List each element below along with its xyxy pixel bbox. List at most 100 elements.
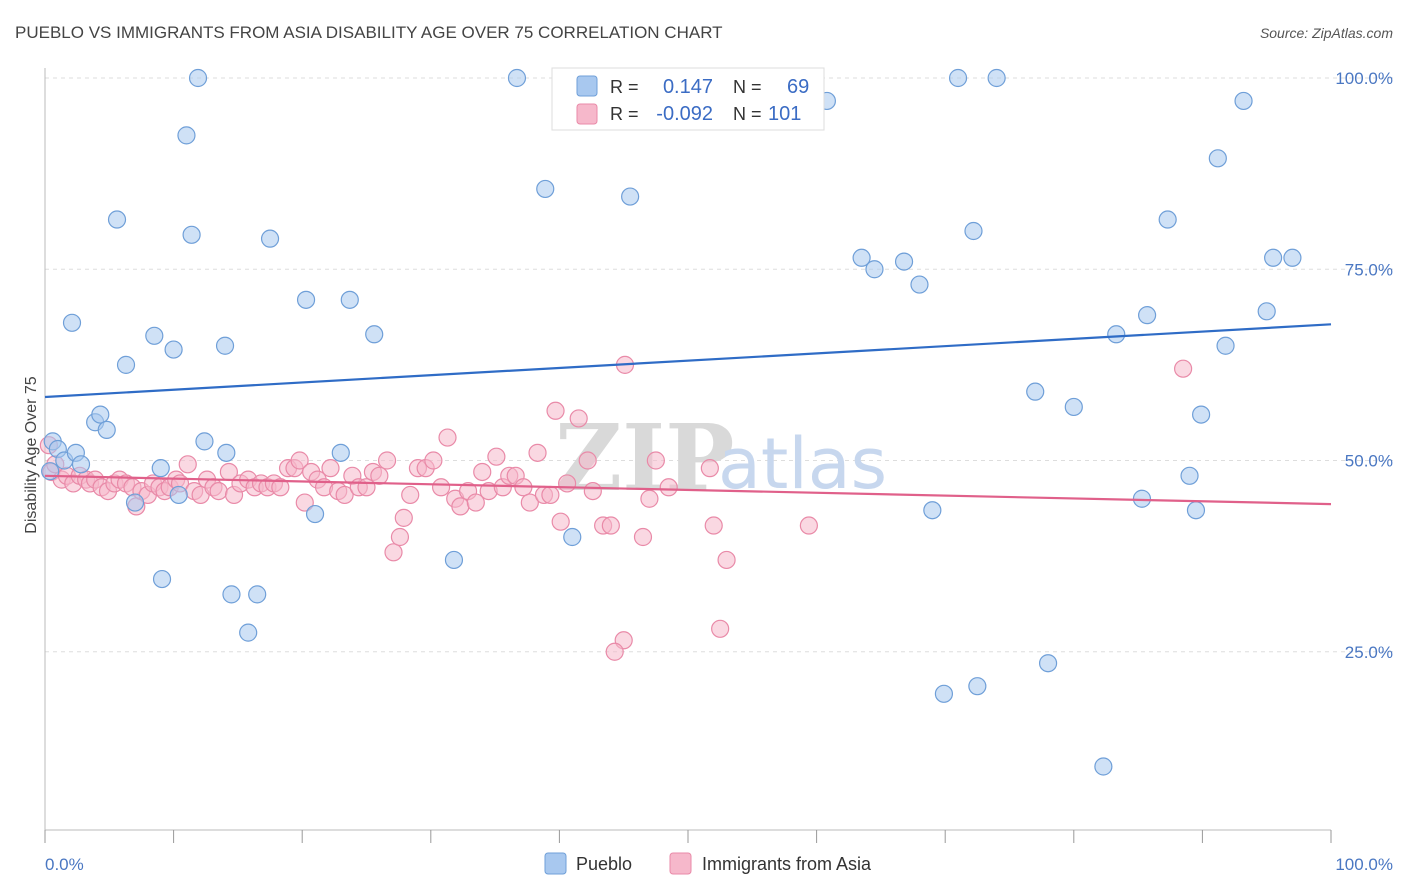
- pueblo-point: [195, 432, 214, 451]
- chart-title: PUEBLO VS IMMIGRANTS FROM ASIA DISABILIT…: [15, 23, 723, 42]
- legend-pueblo-swatch: [544, 852, 567, 875]
- asia-point: [633, 527, 653, 547]
- asia-point: [390, 527, 410, 547]
- pueblo-point: [296, 290, 316, 309]
- pueblo-point: [125, 493, 145, 512]
- asia-trend-line: [44, 474, 1332, 506]
- pueblo-point: [152, 569, 172, 589]
- y-axis-label: Disability Age Over 75: [23, 376, 40, 534]
- asia-point: [424, 451, 443, 470]
- asia-point: [451, 497, 470, 516]
- stats-pueblo-r-label: R =: [610, 77, 639, 97]
- pueblo-point: [177, 126, 196, 145]
- y-tick-labels: 25.0% 50.0% 75.0% 100.0%: [1335, 69, 1393, 662]
- pueblo-point: [894, 252, 914, 271]
- pueblo-point: [852, 248, 871, 267]
- pueblo-point: [1216, 336, 1235, 355]
- pueblo-point: [145, 326, 164, 345]
- asia-point: [438, 428, 457, 447]
- asia-point: [487, 447, 506, 466]
- pueblo-point: [151, 459, 170, 478]
- pueblo-point: [188, 68, 208, 88]
- pueblo-point: [1283, 248, 1302, 267]
- pueblo-point: [1257, 302, 1276, 321]
- pueblo-point: [621, 187, 640, 206]
- stats-pueblo-n-value: 69: [787, 76, 809, 98]
- stats-asia-n-value: 101: [768, 103, 801, 125]
- asia-point: [711, 619, 730, 638]
- y-tick-label: 100.0%: [1335, 69, 1393, 88]
- pueblo-point: [164, 340, 183, 359]
- stats-pueblo-n-label: N =: [733, 77, 762, 97]
- stats-asia-n-label: N =: [733, 104, 762, 124]
- pueblo-point: [1158, 210, 1177, 229]
- pueblo-point: [563, 527, 582, 547]
- asia-point: [335, 485, 354, 505]
- pueblo-point: [1038, 654, 1058, 673]
- pueblo-point: [331, 443, 350, 462]
- pueblo-point: [1208, 149, 1227, 168]
- asia-point: [431, 478, 451, 497]
- y-tick-label: 75.0%: [1345, 260, 1393, 279]
- pueblo-point: [365, 325, 384, 344]
- legend-asia-label: Immigrants from Asia: [702, 854, 872, 874]
- trend-lines: [44, 323, 1332, 506]
- pueblo-point: [222, 585, 241, 604]
- asia-point: [1174, 359, 1193, 378]
- pueblo-point: [934, 684, 954, 703]
- stats-asia-r-label: R =: [610, 104, 639, 124]
- pueblo-point: [169, 485, 188, 505]
- pueblo-point: [987, 68, 1006, 88]
- pueblo-point: [536, 179, 555, 199]
- asia-point: [551, 512, 570, 531]
- asia-point: [271, 478, 290, 497]
- stats-pueblo-swatch: [576, 75, 598, 97]
- asia-point: [321, 459, 340, 478]
- pueblo-point: [1186, 501, 1206, 520]
- pueblo-point: [91, 405, 110, 424]
- asia-point: [290, 451, 309, 470]
- asia-point: [601, 516, 620, 535]
- pueblo-point: [41, 462, 60, 481]
- stats-pueblo-r-value: 0.147: [663, 76, 713, 98]
- pueblo-point: [340, 290, 359, 309]
- asia-point: [178, 455, 197, 474]
- pueblo-point: [1026, 382, 1045, 401]
- asia-point: [520, 493, 539, 512]
- asia-point: [799, 516, 818, 535]
- asia-point: [473, 462, 492, 482]
- pueblo-point: [116, 355, 136, 374]
- pueblo-point: [1138, 306, 1157, 325]
- x-tick-label-min: 0.0%: [45, 855, 84, 874]
- asia-point: [528, 443, 547, 462]
- pueblo-point: [948, 68, 968, 88]
- asia-point: [377, 451, 397, 470]
- pueblo-point: [1107, 325, 1126, 344]
- legend-asia-swatch: [669, 852, 692, 875]
- asia-point: [558, 474, 577, 493]
- asia-point: [209, 482, 228, 501]
- asia-point: [704, 516, 723, 535]
- pueblo-point: [910, 275, 929, 294]
- pueblo-point: [71, 455, 91, 474]
- pueblo-point: [1094, 757, 1113, 776]
- pueblo-point: [1234, 91, 1253, 111]
- pueblo-point: [182, 225, 201, 244]
- pueblo-point: [507, 68, 527, 88]
- stats-asia-r-value: -0.092: [656, 103, 713, 125]
- x-tick-label-max: 100.0%: [1335, 855, 1393, 874]
- asia-point: [700, 459, 719, 478]
- asia-point: [384, 543, 403, 562]
- pueblo-point: [1192, 405, 1211, 424]
- pueblo-point: [260, 229, 280, 248]
- pueblo-point: [964, 221, 983, 241]
- stats-asia-swatch: [576, 103, 598, 125]
- y-tick-label: 50.0%: [1345, 452, 1393, 471]
- y-tick-label: 25.0%: [1345, 643, 1393, 662]
- x-ticks: [44, 830, 1332, 843]
- asia-point: [370, 466, 389, 485]
- pueblo-point: [248, 585, 267, 604]
- asia-point: [717, 550, 736, 570]
- asia-point: [401, 485, 420, 505]
